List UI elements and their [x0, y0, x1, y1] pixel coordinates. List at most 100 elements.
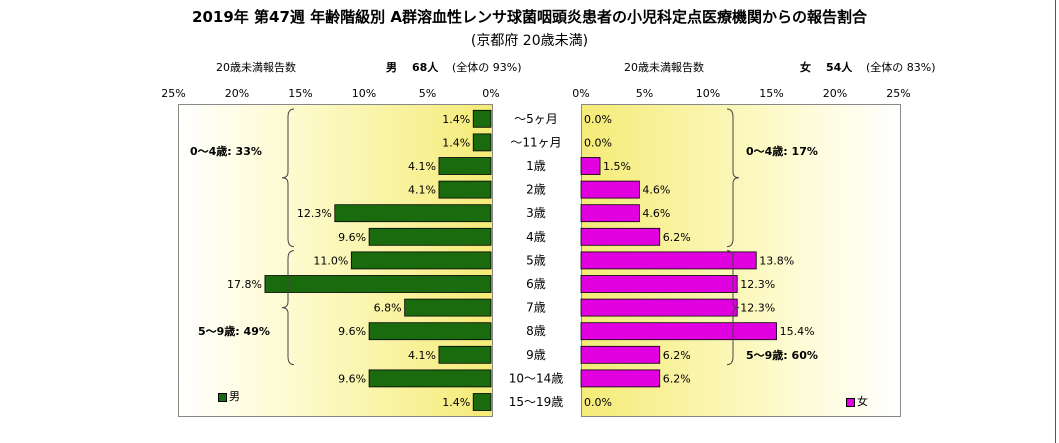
male-bar — [264, 275, 492, 293]
female-bar — [580, 275, 738, 293]
male-value-label: 1.4% — [442, 396, 470, 409]
male-bar — [472, 109, 492, 128]
female-value-label: 4.6% — [642, 184, 670, 197]
female-value-label: 0.0% — [584, 113, 612, 126]
male-tick-label: 15% — [288, 87, 312, 100]
category-label: 5歳 — [526, 253, 546, 267]
female-value-label: 12.3% — [740, 302, 775, 315]
category-label: ～11ヶ月 — [510, 135, 561, 149]
female-bar — [580, 345, 661, 364]
female-share: (全体の 83%) — [866, 61, 936, 74]
male-bar — [368, 227, 492, 246]
male-bar — [350, 251, 492, 270]
male-bar — [438, 345, 492, 364]
female-tick-label: 10% — [696, 87, 720, 100]
legend-female-label: 女 — [857, 395, 868, 408]
female-bar — [580, 180, 640, 199]
female-bar — [580, 322, 777, 341]
male-bar — [404, 298, 492, 317]
female-brace-0-4 — [726, 108, 740, 248]
female-value-label: 12.3% — [740, 278, 775, 291]
male-value-label: 17.8% — [227, 278, 262, 291]
male-value-label: 9.6% — [338, 325, 366, 338]
female-value-label: 6.2% — [663, 231, 691, 244]
female-bar — [580, 369, 661, 388]
male-value-label: 4.1% — [408, 184, 436, 197]
male-sex-label: 男 — [386, 61, 397, 74]
female-value-label: 6.2% — [663, 349, 691, 362]
legend-female-swatch — [846, 397, 855, 407]
male-value-label: 6.8% — [374, 302, 402, 315]
male-count: 68人 — [412, 61, 439, 74]
female-value-label: 6.2% — [663, 372, 691, 385]
female-tick-label: 5% — [636, 87, 653, 100]
male-tick-label: 20% — [225, 87, 249, 100]
male-brace-5-9 — [281, 250, 295, 366]
male-bar — [472, 133, 492, 152]
female-bar — [580, 298, 738, 317]
category-label: 4歳 — [526, 230, 546, 244]
male-brace-label-0-4: 0～4歳: 33% — [190, 145, 262, 158]
male-value-label: 4.1% — [408, 160, 436, 173]
female-bar — [580, 251, 757, 270]
male-value-label: 12.3% — [297, 207, 332, 220]
female-value-label: 4.6% — [642, 207, 670, 220]
category-label: 10～14歳 — [509, 371, 564, 385]
male-value-label: 9.6% — [338, 231, 366, 244]
male-value-label: 11.0% — [313, 254, 348, 267]
male-bar — [472, 393, 492, 411]
male-bar — [368, 369, 492, 388]
female-tick-label: 15% — [759, 87, 783, 100]
female-value-label: 15.4% — [780, 325, 815, 338]
female-bar — [580, 204, 640, 223]
female-value-label: 1.5% — [603, 160, 631, 173]
category-label: 9歳 — [526, 348, 546, 362]
category-label: 8歳 — [526, 324, 546, 338]
female-bar — [580, 227, 661, 246]
male-share: (全体の 93%) — [452, 61, 522, 74]
legend-female: 女 — [846, 393, 868, 409]
female-value-label: 0.0% — [584, 396, 612, 409]
male-tick-label: 5% — [419, 87, 436, 100]
male-bar — [368, 322, 492, 341]
female-tick-label: 0% — [572, 87, 589, 100]
legend-male-swatch — [218, 392, 227, 402]
chart-title: 2019年 第47週 年齢階級別 A群溶血性レンサ球菌咽頭炎患者の小児科定点医療… — [192, 8, 867, 26]
male-brace-label-5-9: 5～9歳: 49% — [198, 325, 270, 338]
male-brace-0-4 — [281, 108, 295, 248]
category-label: 7歳 — [526, 301, 546, 315]
legend-male-label: 男 — [229, 390, 240, 403]
category-label: 15～19歳 — [509, 395, 564, 409]
category-label: 3歳 — [526, 206, 546, 220]
male-value-label: 9.6% — [338, 372, 366, 385]
female-tick-label: 20% — [823, 87, 847, 100]
category-label: 1歳 — [526, 159, 546, 173]
female-sex-label: 女 — [800, 61, 811, 74]
male-count-label: 20歳未満報告数 — [216, 61, 296, 74]
category-label: ～5ヶ月 — [514, 112, 558, 126]
male-tick-label: 25% — [161, 87, 185, 100]
female-count-label: 20歳未満報告数 — [624, 61, 704, 74]
male-bar — [438, 157, 492, 175]
male-value-label: 1.4% — [442, 113, 470, 126]
male-bar — [438, 180, 492, 199]
male-value-label: 1.4% — [442, 136, 470, 149]
category-label: 2歳 — [526, 183, 546, 197]
female-value-label: 13.8% — [759, 254, 794, 267]
male-bar — [334, 204, 492, 223]
category-label: 6歳 — [526, 277, 546, 291]
female-brace-label-0-4: 0～4歳: 17% — [746, 145, 818, 158]
female-brace-5-9 — [726, 250, 740, 366]
female-brace-label-5-9: 5～9歳: 60% — [746, 349, 818, 362]
male-value-label: 4.1% — [408, 349, 436, 362]
female-value-label: 0.0% — [584, 136, 612, 149]
female-tick-label: 25% — [886, 87, 910, 100]
female-count: 54人 — [826, 61, 853, 74]
legend-male: 男 — [218, 388, 240, 404]
male-tick-label: 10% — [352, 87, 376, 100]
frame-edge — [1055, 0, 1056, 443]
chart-subtitle: (京都府 20歳未満) — [470, 33, 589, 49]
female-bar — [580, 157, 601, 175]
male-tick-label: 0% — [482, 87, 499, 100]
